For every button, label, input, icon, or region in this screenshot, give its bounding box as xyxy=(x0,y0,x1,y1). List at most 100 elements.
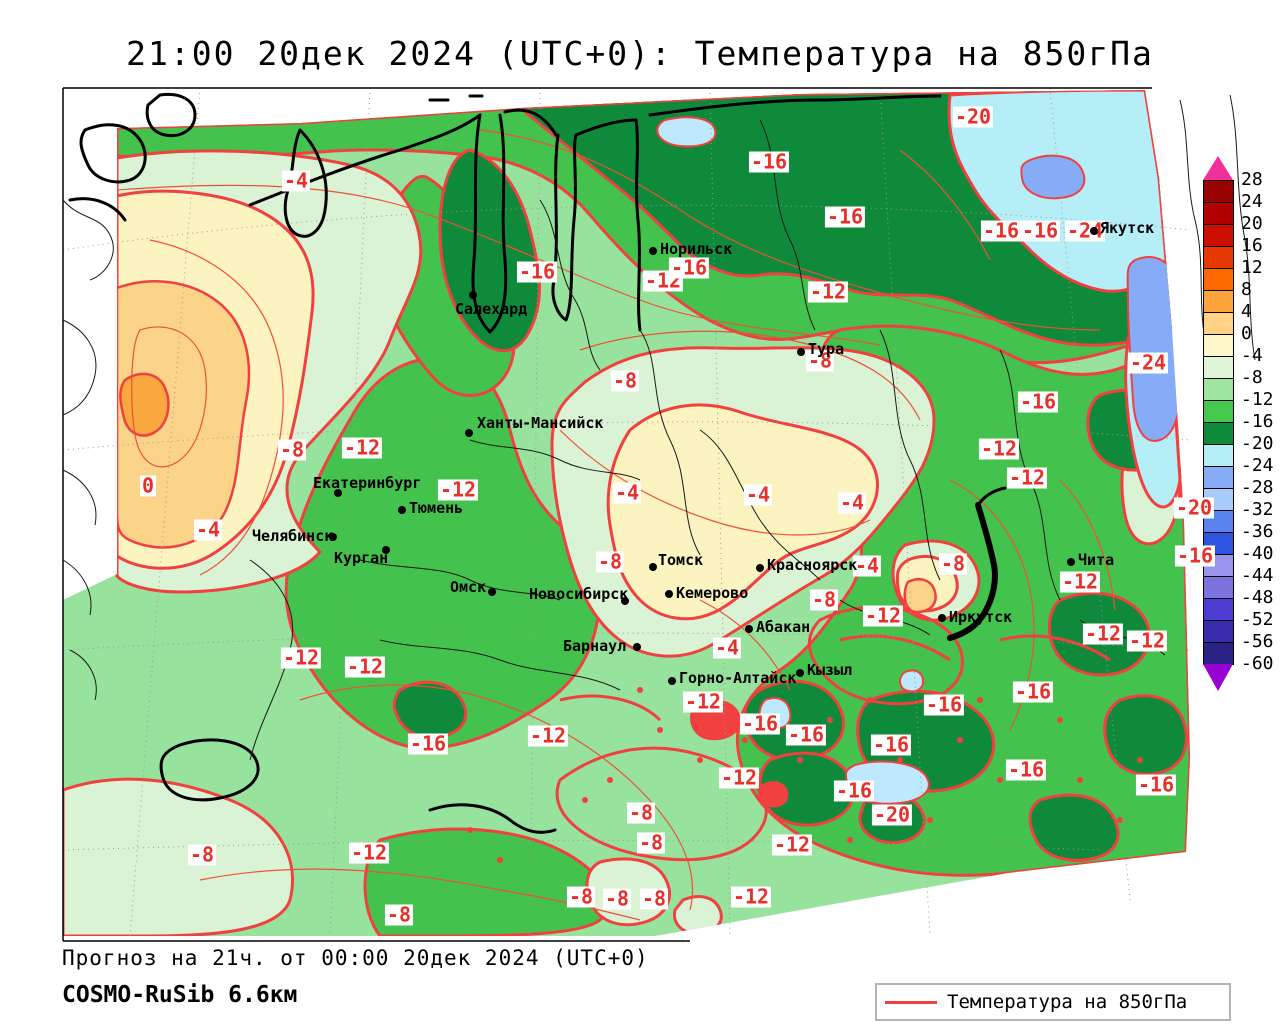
city-label: Кызыл xyxy=(807,661,853,679)
legend-label: Температура на 850гПа xyxy=(947,991,1188,1013)
page-title: 21:00 20дек 2024 (UTC+0): Температура на… xyxy=(126,34,1154,73)
city-dot xyxy=(756,564,764,572)
city-dot xyxy=(938,614,946,622)
city-dot xyxy=(329,533,337,541)
contour-label: -12 xyxy=(348,840,390,865)
contour-label: -12 xyxy=(1006,465,1048,490)
contour-label: -12 xyxy=(1082,621,1124,646)
contour-label: -8 xyxy=(187,842,217,867)
colorbar-band xyxy=(1203,620,1234,643)
contour-label: -12 xyxy=(771,832,813,857)
contour-label: -4 xyxy=(837,490,867,515)
contour-label: -8 xyxy=(639,886,669,911)
colorbar-band xyxy=(1203,356,1234,379)
colorbar-band xyxy=(1203,312,1234,335)
colorbar-tick: 20 xyxy=(1241,213,1263,234)
city-dot xyxy=(382,546,390,554)
colorbar-tick: 12 xyxy=(1241,257,1263,278)
city-dot xyxy=(621,597,629,605)
contour-label: -8 xyxy=(384,902,414,927)
city-label: Тюмень xyxy=(409,499,464,517)
contour-label: -8 xyxy=(595,549,625,574)
colorbar-band xyxy=(1203,290,1234,313)
colorbar-band xyxy=(1203,422,1234,445)
contour-label: -8 xyxy=(602,886,632,911)
colorbar-tick: -44 xyxy=(1241,565,1274,586)
contour-label: -12 xyxy=(1126,628,1168,653)
model-name-text: COSMO-RuSib 6.6км xyxy=(62,982,298,1008)
colorbar-tick: 4 xyxy=(1241,301,1252,322)
colorbar-band xyxy=(1203,268,1234,291)
legend-box: Температура на 850гПа xyxy=(875,983,1231,1021)
contour-label: -12 xyxy=(1059,569,1101,594)
contour-label: -12 xyxy=(682,689,724,714)
colorbar-band xyxy=(1203,246,1234,269)
colorbar-tick: -48 xyxy=(1241,587,1274,608)
contour-label: -16 xyxy=(407,731,449,756)
colorbar-band xyxy=(1203,378,1234,401)
contour-label: -12 xyxy=(718,765,760,790)
contour-label: -8 xyxy=(809,587,839,612)
contour-label: -16 xyxy=(1017,389,1059,414)
city-label: Салехард xyxy=(455,300,528,318)
geography-lines xyxy=(62,87,1256,942)
city-label: Абакан xyxy=(756,618,811,636)
colorbar-arrow-up xyxy=(1203,156,1233,180)
city-dot xyxy=(465,429,473,437)
contour-label: -24 xyxy=(1127,350,1169,375)
colorbar-band xyxy=(1203,202,1234,225)
city-label: Курган xyxy=(334,549,389,567)
contour-label: -8 xyxy=(610,368,640,393)
city-dot xyxy=(1067,558,1075,566)
city-dot xyxy=(649,247,657,255)
colorbar-tick: 16 xyxy=(1241,235,1263,256)
contour-label: -12 xyxy=(280,645,322,670)
colorbar-tick: -4 xyxy=(1241,345,1263,366)
colorbar-band xyxy=(1203,334,1234,357)
city-dot xyxy=(633,643,641,651)
contour-speckles xyxy=(467,687,1143,863)
contour-label: -12 xyxy=(862,603,904,628)
contour-label: -4 xyxy=(281,168,311,193)
colorbar: 28 24 20 16 12 8 4 0 -4 -8 -12 -16 -20 -24 -28 -32 -36 -4… xyxy=(1203,156,1280,716)
contour-label: -16 xyxy=(870,732,912,757)
colorbar-tick: -36 xyxy=(1241,521,1274,542)
contour-label: -4 xyxy=(743,482,773,507)
contour-label: -16 xyxy=(668,255,710,280)
city-label: Ханты-Мансийск xyxy=(477,414,604,432)
colorbar-band xyxy=(1203,466,1234,489)
city-dot xyxy=(1090,227,1098,235)
contour-label: -12 xyxy=(527,723,569,748)
contour-label: -12 xyxy=(807,279,849,304)
contour-label: -8 xyxy=(636,830,666,855)
city-label: Красноярск xyxy=(767,556,858,574)
city-dot xyxy=(745,625,753,633)
contour-label: -16 xyxy=(516,259,558,284)
city-label: Омск xyxy=(450,578,487,596)
contour-label: -16 xyxy=(1005,757,1047,782)
city-dot xyxy=(488,588,496,596)
contour-label: -12 xyxy=(437,477,479,502)
colorbar-tick: 24 xyxy=(1241,191,1263,212)
colorbar-tick: -52 xyxy=(1241,609,1274,630)
contour-label: -16 xyxy=(833,778,875,803)
colorbar-tick: -20 xyxy=(1241,433,1274,454)
colorbar-band xyxy=(1203,642,1234,665)
city-label: Горно-Алтайск xyxy=(679,669,797,687)
city-label: Томск xyxy=(658,551,704,569)
city-dot xyxy=(398,506,406,514)
city-label: Барнаул xyxy=(563,637,627,655)
contour-label: -8 xyxy=(938,551,968,576)
city-label: Чита xyxy=(1078,551,1115,569)
contour-label: -4 xyxy=(712,635,742,660)
colorbar-tick: -40 xyxy=(1241,543,1274,564)
contour-label: -4 xyxy=(193,517,223,542)
contour-label: -16 xyxy=(1012,679,1054,704)
city-label: Челябинск xyxy=(252,527,334,545)
contour-label: -16 xyxy=(1174,543,1216,568)
city-dot xyxy=(665,590,673,598)
colorbar-arrow-down xyxy=(1203,664,1233,691)
contour-label: -16 xyxy=(980,218,1022,243)
legend-line-sample xyxy=(885,1000,937,1004)
